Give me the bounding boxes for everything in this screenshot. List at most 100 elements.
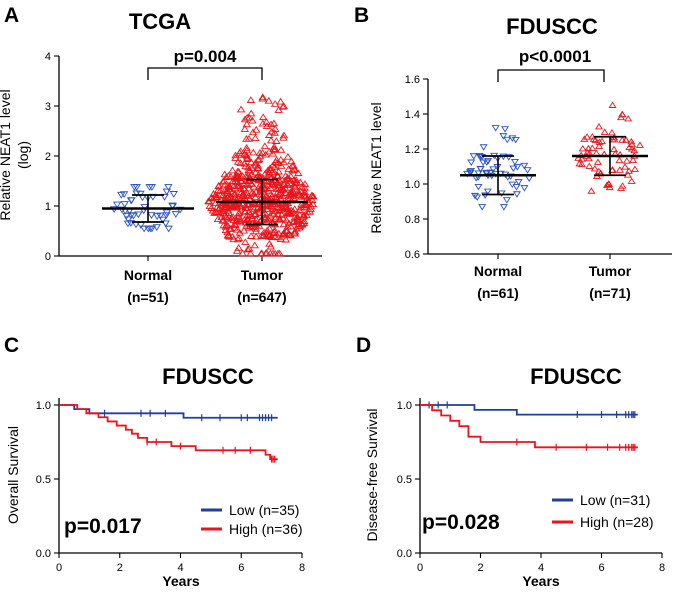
data-point: [271, 214, 280, 222]
y-tick-label: 3: [45, 101, 51, 113]
data-point: [249, 182, 259, 190]
data-point: [275, 249, 284, 257]
y-tick-label: 1.2: [405, 144, 420, 156]
data-point: [239, 184, 249, 192]
data-point: [241, 238, 250, 246]
data-point: [262, 248, 271, 256]
data-point: [234, 181, 243, 188]
data-point: [509, 165, 518, 173]
data-point: [473, 194, 482, 201]
data-point: [273, 210, 283, 217]
data-point: [270, 100, 280, 107]
data-point: [628, 156, 637, 163]
data-point: [263, 202, 273, 210]
data-point: [271, 125, 280, 132]
data-point: [139, 225, 149, 233]
data-point: [130, 184, 139, 191]
data-point: [269, 219, 278, 227]
data-point: [264, 96, 273, 104]
data-point: [501, 126, 510, 133]
data-point: [234, 167, 244, 175]
data-point: [270, 163, 279, 170]
y-tick-label: 0.0: [397, 548, 412, 560]
data-point: [134, 211, 143, 219]
data-point: [270, 228, 279, 235]
panel-a-group-tumor-name: Tumor: [241, 267, 284, 283]
data-point: [247, 212, 256, 220]
data-point: [267, 168, 277, 176]
data-point: [292, 218, 301, 225]
data-point: [253, 204, 263, 211]
data-point: [278, 102, 288, 110]
data-point: [309, 192, 318, 200]
data-point: [228, 213, 238, 220]
data-point: [508, 181, 517, 189]
x-tick-label: 4: [177, 562, 183, 574]
data-point: [607, 128, 616, 136]
data-point: [290, 165, 299, 173]
data-point: [249, 148, 258, 156]
data-point: [140, 204, 149, 211]
data-point: [258, 149, 267, 156]
data-point: [246, 249, 255, 257]
data-point: [593, 158, 602, 165]
data-point: [277, 162, 286, 169]
data-point: [274, 184, 284, 191]
data-point: [615, 156, 624, 164]
data-point: [225, 232, 234, 240]
panel-a-ylabel-line2: (log): [15, 141, 31, 169]
data-point: [290, 205, 299, 213]
data-point: [479, 144, 488, 151]
data-point: [499, 204, 508, 211]
data-point: [246, 158, 256, 166]
panel-d: D FDUSCC Disease-free Survival Years 0.0…: [356, 334, 665, 589]
data-point: [244, 192, 253, 199]
y-tick-label: 1.6: [405, 74, 420, 86]
panel-d-legend-high-label: High (n=28): [580, 514, 654, 530]
data-point: [112, 201, 122, 209]
data-point: [585, 162, 594, 169]
panel-d-letter: D: [356, 334, 371, 357]
panel-c-letter: C: [4, 334, 19, 357]
data-point: [274, 106, 283, 113]
panel-d-title: FDUSCC: [530, 364, 622, 389]
data-point: [124, 216, 133, 224]
data-point: [259, 231, 268, 239]
data-point: [306, 205, 315, 212]
data-point: [221, 226, 230, 234]
data-point: [622, 136, 631, 143]
data-point: [278, 192, 287, 199]
data-point: [119, 191, 129, 199]
panel-b-letter: B: [354, 4, 369, 27]
data-point: [591, 136, 600, 143]
data-point: [265, 239, 274, 247]
data-point: [510, 159, 519, 166]
data-point: [236, 176, 245, 184]
data-point: [164, 184, 173, 191]
panel-c-legend-low-label: Low (n=35): [229, 502, 299, 518]
data-point: [225, 185, 234, 193]
data-point: [219, 221, 228, 229]
data-point: [224, 203, 233, 211]
data-point: [285, 191, 294, 199]
panel-b-comparison-bracket: [497, 69, 605, 82]
data-point: [274, 229, 283, 237]
data-point: [129, 212, 138, 220]
data-point: [213, 186, 223, 194]
data-point: [251, 224, 261, 232]
data-point: [243, 163, 253, 171]
data-point: [475, 153, 484, 160]
data-point: [229, 235, 238, 243]
data-point: [244, 223, 254, 231]
data-point: [290, 229, 299, 237]
data-point: [289, 181, 299, 189]
data-point: [240, 207, 250, 215]
data-point: [242, 180, 252, 188]
x-tick-label: 8: [659, 562, 665, 574]
data-point: [234, 234, 244, 241]
data-point: [520, 185, 529, 192]
data-point: [239, 226, 249, 234]
data-point: [218, 216, 227, 224]
data-point: [292, 178, 302, 186]
data-point: [214, 181, 223, 189]
